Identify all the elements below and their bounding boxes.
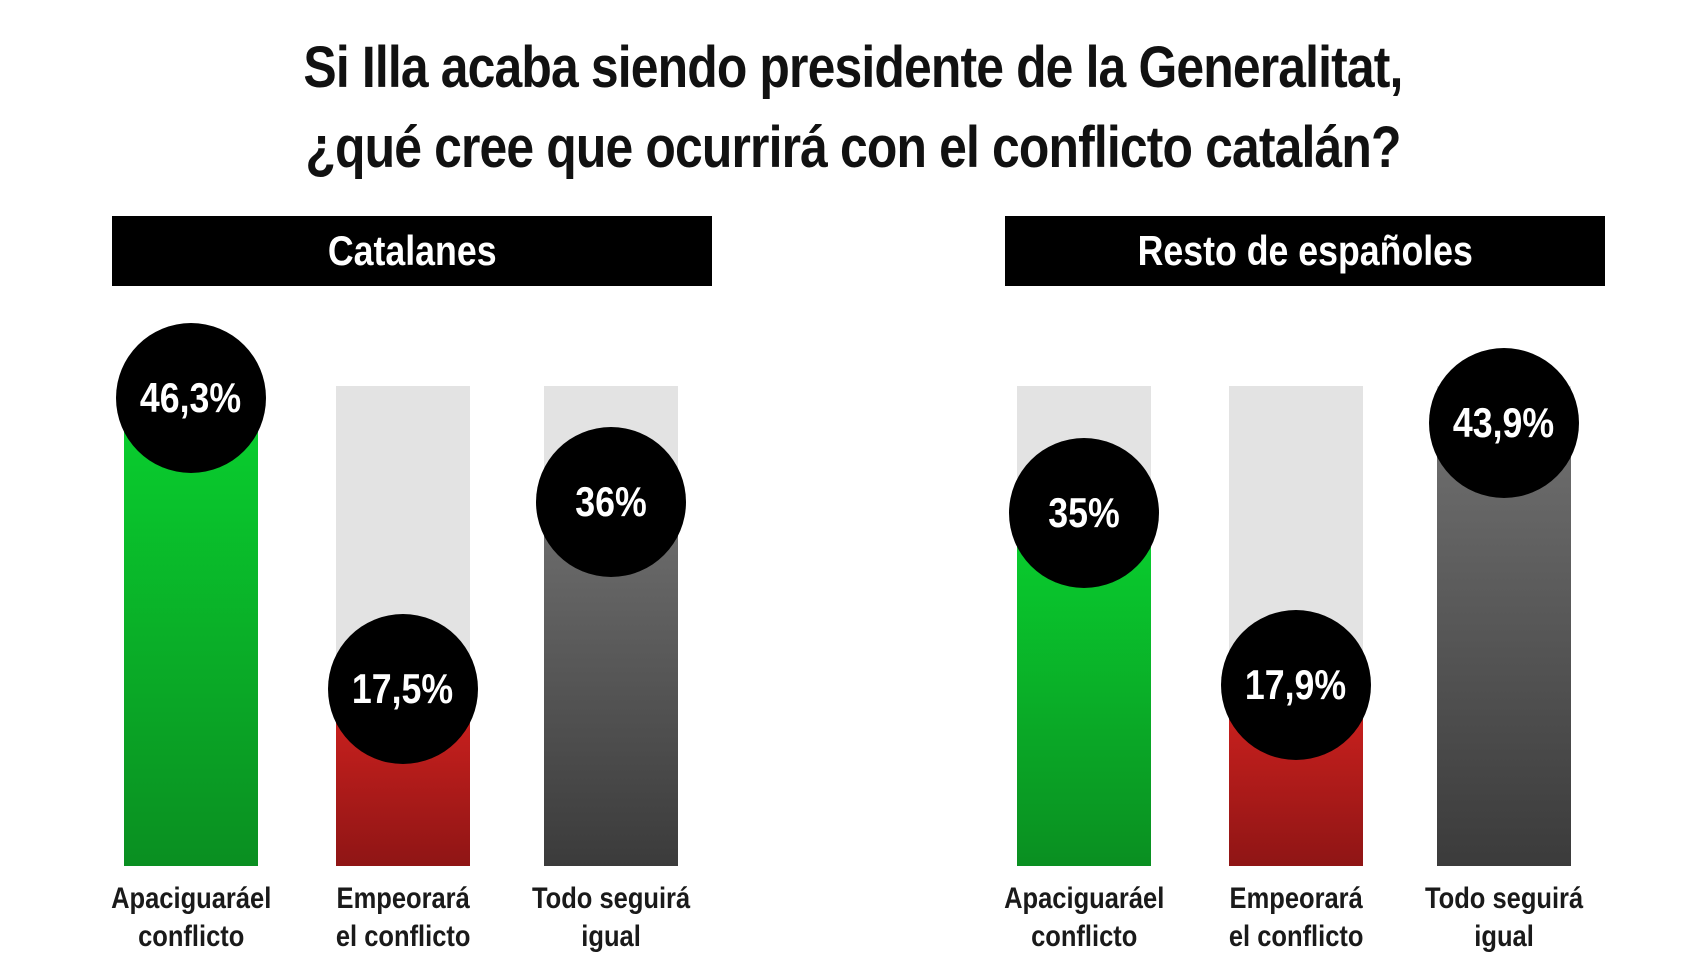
value-label-2: 43,9% <box>1429 347 1579 498</box>
category-text: Apaciguaráel conflicto <box>110 882 272 953</box>
value-label-0: 46,3% <box>116 323 266 474</box>
category-label-0: Apaciguaráel conflicto <box>974 880 1194 956</box>
category-label-1: Empeorará el conflicto <box>1186 880 1406 956</box>
value-label-0: 35% <box>1009 437 1159 588</box>
value-text: 46,3% <box>140 374 242 422</box>
category-text: Empeorará el conflicto <box>335 882 471 953</box>
value-text: 17,9% <box>1245 661 1347 709</box>
category-text: Todo seguirá igual <box>531 882 691 953</box>
panel-header: Catalanes <box>112 216 712 286</box>
category-text: Empeorará el conflicto <box>1228 882 1364 953</box>
value-text: 36% <box>575 478 647 526</box>
panel-title: Resto de españoles <box>1137 227 1473 274</box>
title-line-2: ¿qué cree que ocurrirá con el conflicto … <box>305 115 1401 180</box>
value-label-2: 36% <box>536 427 686 578</box>
value-text: 35% <box>1048 488 1120 536</box>
panel-catalanes: Catalanes 46,3% Apaciguaráel conflicto 17,… <box>111 216 712 960</box>
category-label-2: Todo seguirá igual <box>501 880 721 956</box>
category-label-0: Apaciguaráel conflicto <box>81 880 301 956</box>
value-text: 43,9% <box>1453 398 1555 446</box>
value-label-1: 17,9% <box>1221 610 1371 761</box>
value-label-1: 17,5% <box>328 614 478 765</box>
panel-title: Catalanes <box>327 227 497 274</box>
chart-title: Si Illa acaba siendo presidente de la Ge… <box>119 28 1586 188</box>
category-label-2: Todo seguirá igual <box>1394 880 1614 956</box>
title-line-1: Si Illa acaba siendo presidente de la Ge… <box>303 35 1403 100</box>
bar-0 <box>124 398 258 866</box>
category-text: Todo seguirá igual <box>1424 882 1584 953</box>
category-label-1: Empeorará el conflicto <box>293 880 513 956</box>
category-text: Apaciguaráel conflicto <box>1003 882 1165 953</box>
panel-header: Resto de españoles <box>1005 216 1605 286</box>
panel-resto-espanoles: Resto de españoles 35% Apaciguaráel confl… <box>1004 216 1605 960</box>
value-text: 17,5% <box>352 665 454 713</box>
